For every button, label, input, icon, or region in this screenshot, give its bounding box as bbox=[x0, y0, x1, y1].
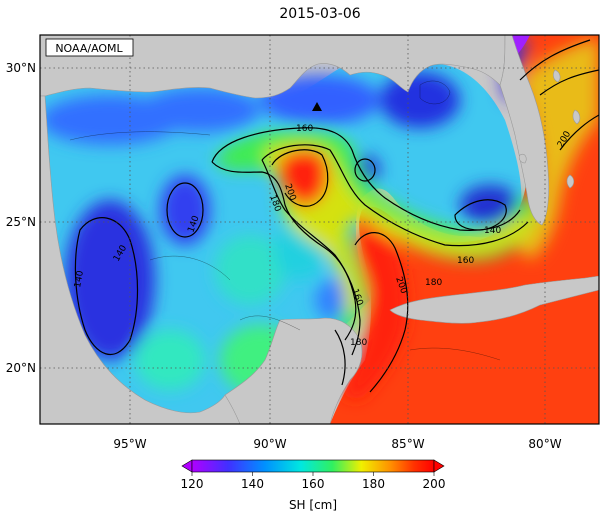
contour-140-eddy-small bbox=[354, 158, 376, 182]
florida-peninsula bbox=[499, 35, 550, 226]
graticule bbox=[40, 35, 599, 424]
lat-tick-label: 25°N bbox=[6, 215, 36, 229]
lat-tick-label: 20°N bbox=[6, 361, 36, 375]
bahamas-island bbox=[572, 109, 581, 125]
bahamas-island bbox=[553, 69, 561, 83]
land-masses bbox=[40, 35, 599, 424]
colorbar-high-arrow-icon bbox=[433, 459, 445, 473]
contour-160-south bbox=[211, 161, 357, 341]
bahamas-island bbox=[518, 153, 527, 164]
contour-label: 180 bbox=[350, 338, 367, 348]
contour-140-east bbox=[454, 199, 507, 231]
credit-box bbox=[45, 38, 134, 57]
lat-tick-labels: 30°N 25°N 20°N bbox=[6, 61, 36, 375]
map-title: 2015-03-06 bbox=[279, 6, 360, 22]
credit-label: NOAA/AOML bbox=[55, 42, 123, 55]
colorbar: 120 140 160 180 200 SH [cm] bbox=[181, 459, 446, 512]
lon-tick-label: 80°W bbox=[528, 437, 561, 451]
contour-140-west bbox=[74, 217, 139, 355]
lat-tick-label: 30°N bbox=[6, 61, 36, 75]
thin-contours bbox=[69, 80, 501, 361]
lon-tick-labels: 95°W 90°W 85°W 80°W bbox=[113, 437, 561, 451]
contour-200-atlantic bbox=[559, 114, 599, 151]
contour-label: 160 bbox=[457, 256, 474, 266]
contour-200-core bbox=[354, 232, 409, 393]
contour-180-south bbox=[261, 159, 361, 356]
colorbar-tick-label: 200 bbox=[423, 477, 446, 491]
contour-160-north bbox=[211, 127, 521, 231]
colorbar-label: SH [cm] bbox=[289, 498, 337, 512]
lon-tick-label: 85°W bbox=[391, 437, 424, 451]
contour-label: 160 bbox=[296, 124, 313, 134]
map-frame bbox=[39, 34, 600, 425]
contour-140-eddy bbox=[166, 182, 204, 238]
map-area: 160 200 180 140 140 160 180 140 140 200 … bbox=[40, 35, 599, 424]
contour-180-atlantic bbox=[539, 69, 599, 96]
contour-label: 140 bbox=[484, 226, 501, 236]
station-marker-icon bbox=[312, 102, 322, 111]
us-gulf-coast bbox=[40, 35, 506, 99]
contour-200-loop bbox=[271, 149, 329, 207]
contour-180-north bbox=[261, 144, 529, 247]
contour-160-atlantic bbox=[519, 39, 591, 81]
lon-tick-label: 95°W bbox=[113, 437, 146, 451]
bahamas-island bbox=[566, 174, 575, 189]
colorbar-tick-label: 120 bbox=[181, 477, 204, 491]
colorbar-gradient bbox=[191, 459, 435, 473]
colorbar-tick-label: 160 bbox=[302, 477, 325, 491]
colorbar-low-arrow-icon bbox=[181, 459, 193, 473]
cuba bbox=[389, 275, 599, 324]
contour-label: 180 bbox=[425, 278, 442, 288]
colorbar-tick-label: 140 bbox=[241, 477, 264, 491]
lon-tick-label: 90°W bbox=[253, 437, 286, 451]
contour-label: 140 bbox=[73, 270, 86, 289]
contour-lines bbox=[74, 39, 599, 393]
colorbar-tick-label: 180 bbox=[362, 477, 385, 491]
contour-180-yucatan bbox=[334, 329, 346, 386]
